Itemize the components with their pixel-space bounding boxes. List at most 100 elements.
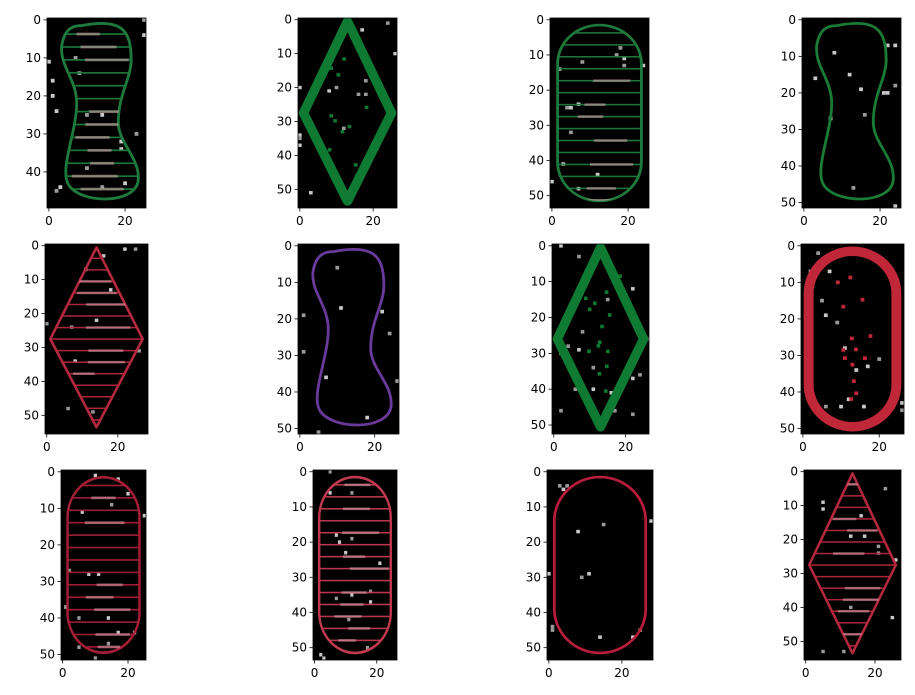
x-tick-label: 20 [867, 666, 882, 680]
noise-pixel [559, 244, 563, 248]
stripe [809, 645, 896, 647]
noise-pixel [93, 473, 97, 478]
y-tick-label: 10 [529, 48, 544, 62]
stripe [50, 257, 143, 260]
noise-pixel [862, 404, 866, 409]
noise-pixel [876, 544, 881, 549]
stripe-highlight [586, 187, 616, 190]
y-tick-label: 10 [783, 499, 798, 513]
noise-pixel [631, 412, 635, 417]
axes-frame [60, 469, 147, 661]
stripe-highlight [89, 110, 124, 113]
noise-pixel [832, 50, 837, 55]
interior-speck [587, 349, 591, 354]
interior-speck [600, 324, 604, 329]
noise-pixel [45, 322, 49, 326]
noise-pixel [328, 491, 332, 495]
noise-pixel [638, 373, 642, 377]
noise-pixel [356, 92, 361, 97]
noise-pixel [134, 132, 139, 136]
stripe-highlight [579, 199, 624, 201]
stripe-highlight [338, 639, 356, 642]
stripe [67, 546, 140, 549]
y-tick-label: 0 [33, 13, 41, 27]
noise-pixel [369, 600, 373, 604]
noise-pixel [813, 76, 818, 81]
y-tick-label: 0 [788, 13, 796, 27]
noise-pixel [66, 406, 70, 411]
interior-speck [606, 349, 610, 354]
interior-speck [365, 155, 370, 159]
noise-pixel [319, 652, 323, 657]
y-tick-label: 50 [292, 641, 307, 655]
axes-frame [297, 17, 398, 209]
interior-speck [340, 130, 345, 134]
panel: 0 10 20 30 40 50 0 20 [529, 13, 650, 228]
y-tick-label: 40 [292, 606, 307, 620]
noise-pixel [580, 60, 585, 64]
noise-pixel [569, 105, 573, 110]
stripe-highlight [96, 583, 123, 587]
x-tick-label: 0 [59, 666, 67, 680]
stripe-highlight [97, 645, 121, 649]
stripe-highlight [344, 483, 371, 487]
interior-speck [587, 307, 592, 312]
x-tick-label: 20 [614, 666, 629, 680]
noise-pixel [821, 500, 825, 504]
y-tick-label: 0 [536, 13, 544, 27]
y-tick-label: 10 [26, 51, 41, 65]
noise-pixel [328, 470, 332, 474]
capsule-shape [556, 23, 643, 203]
stripe [50, 407, 143, 410]
x-tick-label: 0 [802, 666, 810, 680]
noise-pixel [854, 368, 859, 372]
axes-frame [803, 469, 902, 661]
panel: 0 10 20 30 40 0 20 [26, 13, 147, 228]
noise-pixel [106, 641, 111, 646]
y-tick-label: 30 [292, 570, 307, 584]
panel: 0 10 20 30 40 50 0 20 [781, 13, 902, 228]
noise-pixel [64, 605, 68, 609]
interior-speck [841, 348, 846, 352]
noise-pixel [823, 404, 828, 409]
x-tick-label: 0 [548, 214, 556, 228]
noise-pixel [344, 550, 348, 555]
y-tick-label: 0 [31, 239, 39, 253]
noise-pixel [890, 615, 895, 620]
noise-pixel [142, 33, 146, 37]
noise-pixel [893, 43, 898, 48]
stripe [557, 175, 642, 178]
y-tick-label: 10 [40, 501, 55, 515]
stripe-highlight [84, 521, 125, 525]
y-tick-label: 10 [277, 275, 292, 289]
noise-pixel [339, 306, 343, 310]
stripe-highlight [584, 103, 606, 106]
noise-pixel [881, 91, 886, 95]
stripe-highlight [343, 507, 370, 511]
interior-speck [342, 57, 346, 61]
interior-speck [854, 347, 858, 352]
y-tick-label: 20 [26, 89, 41, 103]
interior-speck [843, 356, 847, 360]
interior-speck [835, 280, 840, 285]
noise-pixel [334, 85, 339, 90]
noise-pixel [631, 376, 635, 381]
y-tick-label: 20 [780, 312, 795, 326]
noise-pixel [100, 185, 105, 189]
interior-speck [603, 389, 608, 393]
interior-speck [335, 46, 340, 51]
stripe [67, 571, 140, 574]
interior-speck [597, 372, 602, 376]
noise-pixel [566, 344, 570, 348]
stripe [61, 33, 139, 35]
noise-pixel [116, 477, 120, 481]
noise-pixel [816, 251, 821, 255]
noise-pixel [108, 288, 113, 292]
stripe [50, 372, 143, 375]
noise-pixel [47, 59, 51, 64]
axes-frame [546, 469, 654, 661]
noise-pixel [85, 113, 89, 117]
noise-pixel [883, 486, 888, 491]
noise-pixel [350, 593, 354, 597]
panel: 0 10 20 30 40 50 0 20 [24, 239, 149, 454]
